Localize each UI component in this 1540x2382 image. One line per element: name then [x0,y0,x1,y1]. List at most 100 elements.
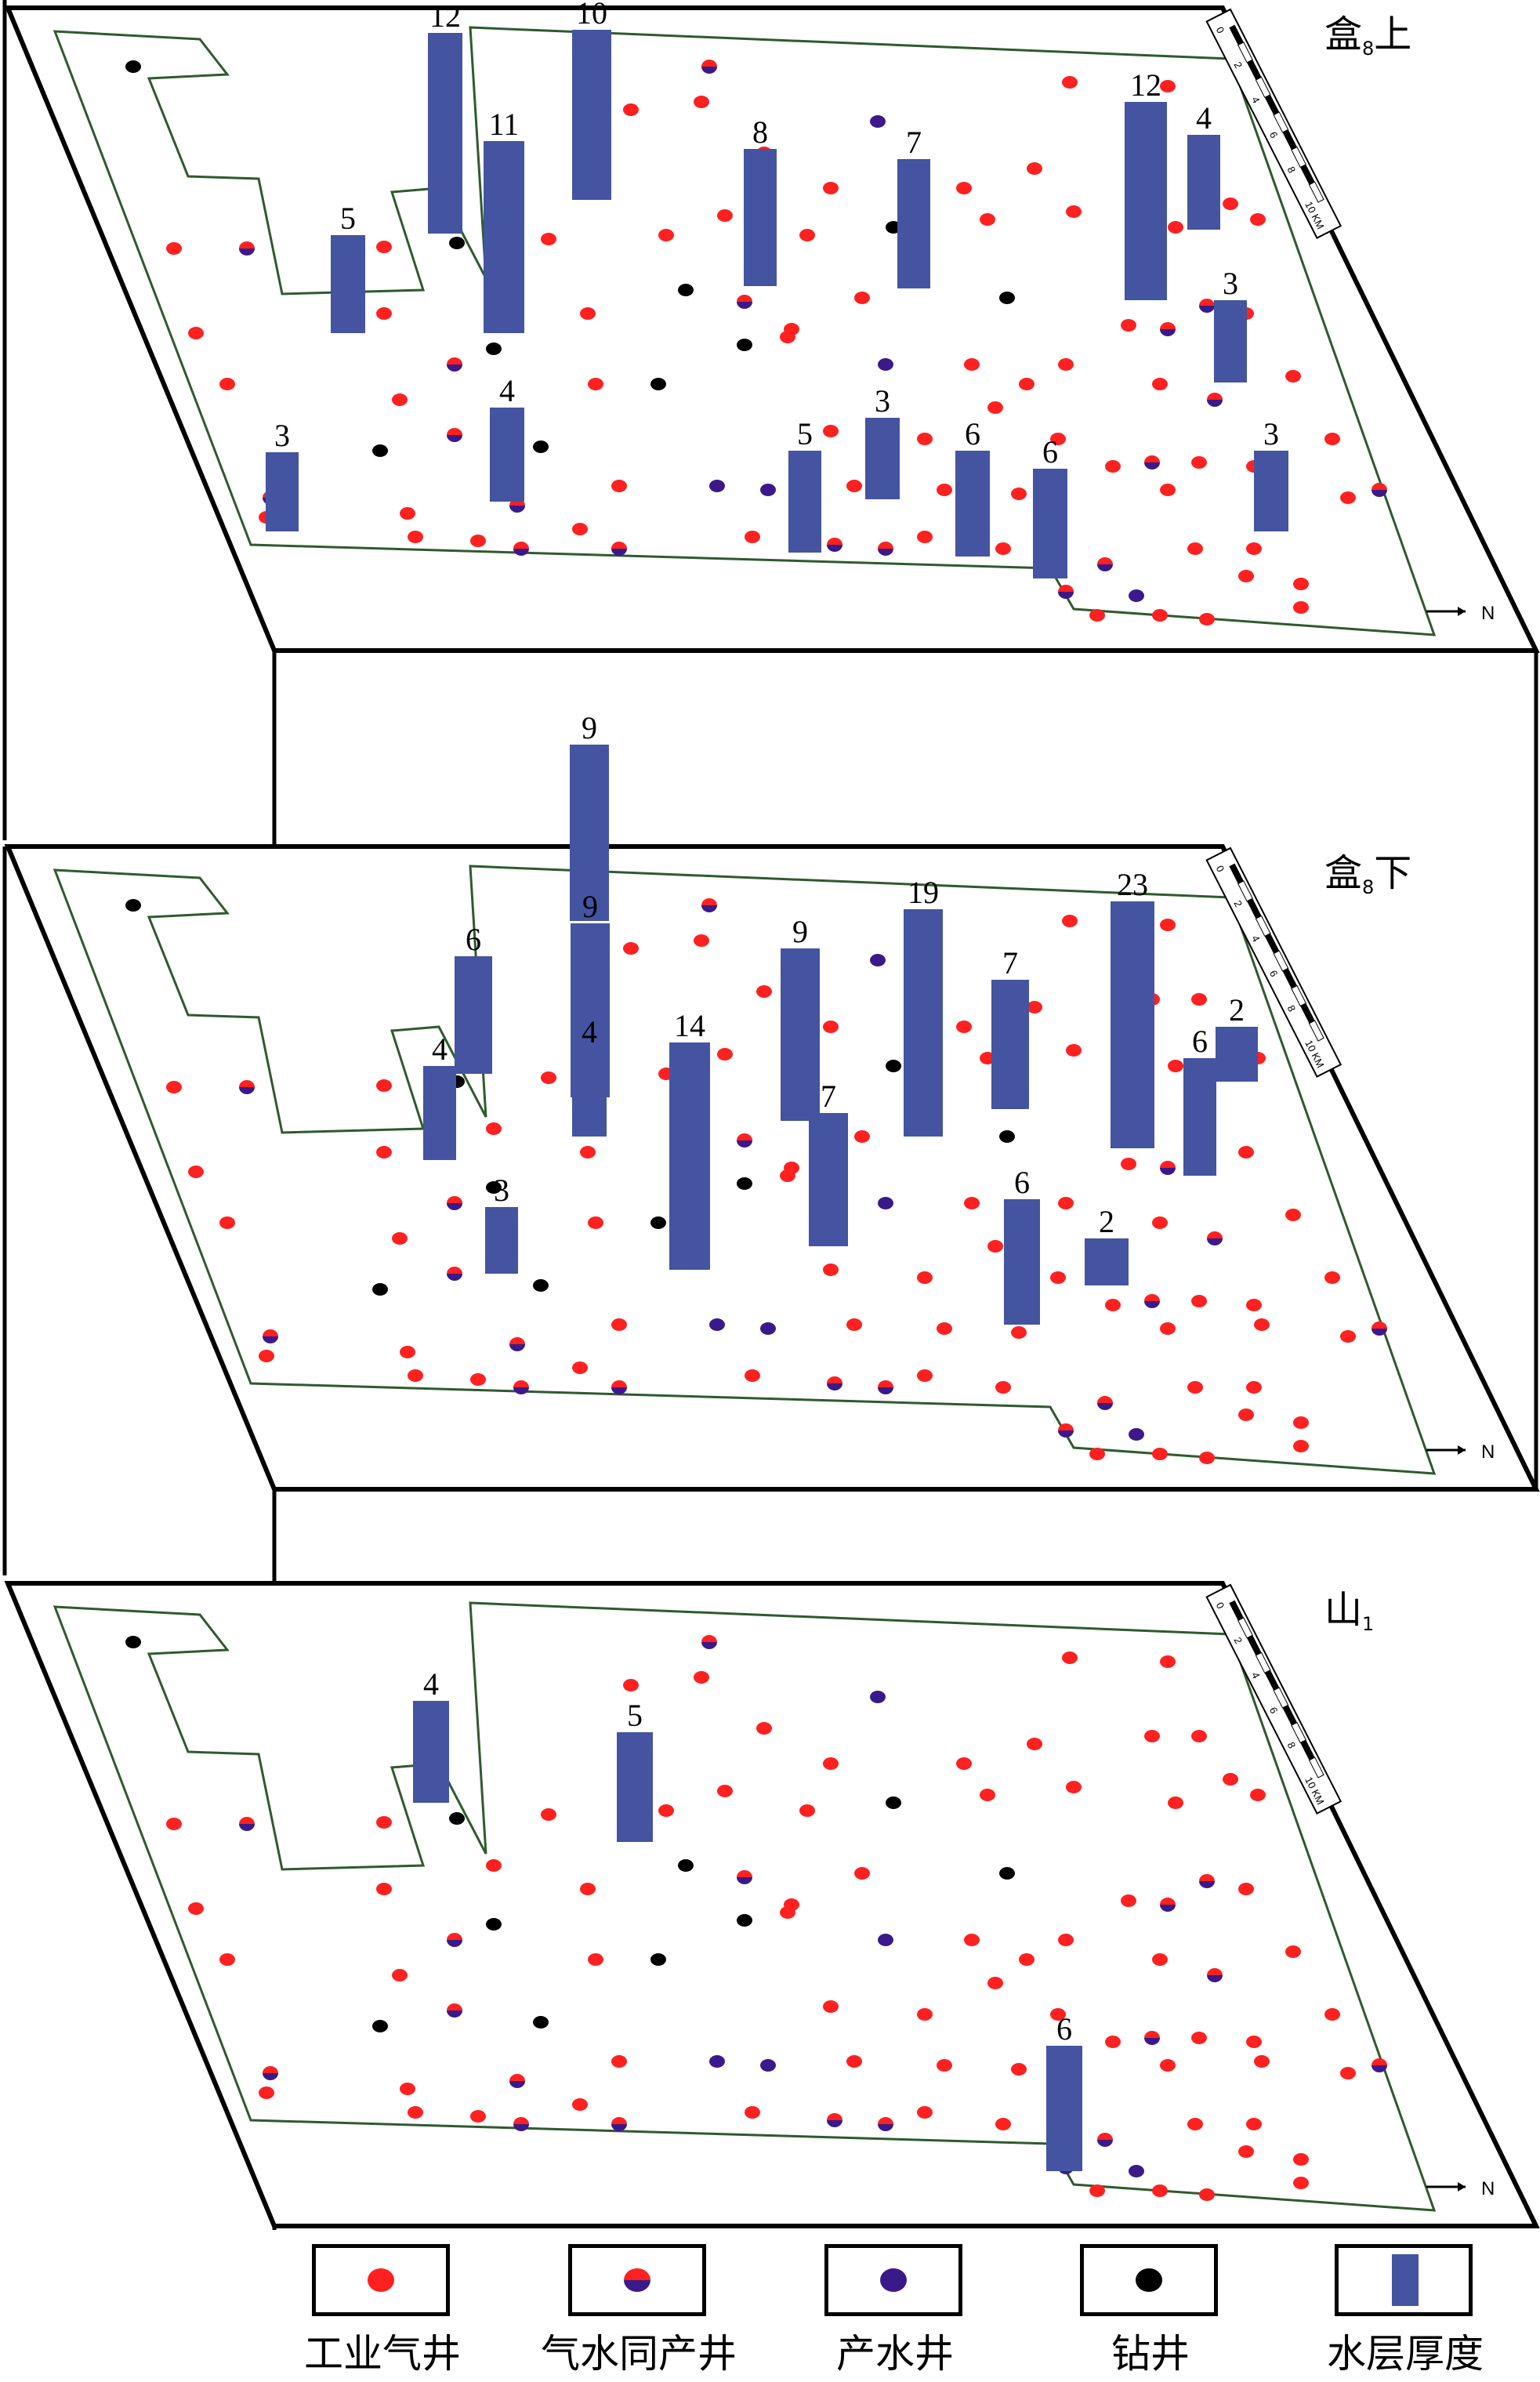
thickness-bar-rect [1187,135,1220,230]
water-thickness-bar: 3 [266,418,299,531]
industrial-gas-well [1160,1322,1176,1335]
water-thickness-bar: 23 [1111,867,1154,1148]
water-thickness-bar: 5 [617,1698,653,1842]
half-red-blue-circle-icon [624,2268,650,2292]
legend-box [824,2244,962,2316]
thickness-bar-rect [1111,901,1154,1148]
block-boundary [53,865,1437,1475]
thickness-bar-rect [1085,1238,1129,1285]
thickness-value-label: 6 [1042,434,1058,470]
industrial-gas-well [823,425,839,437]
industrial-gas-well [623,103,639,116]
industrial-gas-well [470,1373,486,1386]
industrial-gas-well [1066,1781,1082,1793]
water-well [870,954,886,966]
water-thickness-bar: 6 [955,416,990,557]
industrial-gas-well [1160,919,1176,931]
gas-water-well [1160,1161,1176,1175]
water-thickness-bar: 4 [572,1014,607,1137]
water-thickness-bar: 6 [1033,434,1067,578]
industrial-gas-well [1062,915,1078,927]
industrial-gas-well [1293,2153,1309,2166]
industrial-gas-well [1058,1934,1074,1946]
gas-water-well [263,1329,278,1343]
industrial-gas-well [259,1350,274,1362]
industrial-gas-well [1152,378,1168,390]
industrial-gas-well [376,1079,392,1092]
industrial-gas-well [1191,2032,1207,2044]
thickness-bar-rect [865,418,900,499]
industrial-gas-well [486,1122,502,1135]
industrial-gas-well [1121,319,1136,332]
industrial-gas-well [470,2110,486,2123]
gas-water-well [1372,1322,1387,1336]
thickness-bar-rect [455,956,492,1074]
thickness-bar-rect [331,235,365,333]
gas-water-well [447,1196,462,1210]
thickness-value-label: 14 [674,1008,705,1043]
drilling-well [125,899,141,912]
legend-label-industrial: 工业气井 [304,2331,461,2377]
gas-water-well [827,538,842,552]
industrial-gas-well [694,934,709,947]
thickness-bar-rect [485,1207,518,1274]
drilling-well [999,1867,1015,1880]
industrial-gas-well [1293,601,1309,614]
industrial-gas-well [1293,578,1309,590]
industrial-gas-well [1191,993,1207,1006]
industrial-gas-well [400,1346,415,1358]
industrial-gas-well [1340,1330,1356,1343]
industrial-gas-well [1066,205,1082,218]
industrial-gas-well [1160,484,1176,496]
legend-item-water: 产水井 [824,2244,966,2382]
thickness-value-label: 12 [429,0,461,34]
industrial-gas-well [1238,1409,1254,1421]
thickness-value-label: 10 [576,0,607,31]
gas-water-well [239,1080,255,1094]
drilling-well [449,237,465,249]
industrial-gas-well [995,2118,1011,2130]
drilling-well [999,292,1015,304]
water-well [760,1322,776,1335]
industrial-gas-well [392,1232,408,1245]
industrial-gas-well [572,2098,588,2111]
industrial-gas-well [823,1264,839,1276]
drilling-well [886,1796,901,1809]
thickness-value-label: 19 [908,875,939,910]
thickness-value-label: 3 [1223,266,1238,301]
industrial-gas-well [166,1081,182,1093]
thickness-bar-rect [1183,1058,1216,1176]
industrial-gas-well [1238,2145,1254,2158]
industrial-gas-well [541,1808,556,1821]
industrial-gas-well [1238,1146,1254,1158]
gas-water-well [239,1817,255,1831]
industrial-gas-well [987,401,1003,414]
thickness-bar-rect [428,33,462,234]
industrial-gas-well [376,307,392,320]
gas-water-well [701,1635,717,1649]
layer-title: 盒8上 [1324,13,1411,60]
north-arrow-icon: N [1426,2178,1495,2199]
industrial-gas-well [694,1671,709,1684]
industrial-gas-well [1293,2177,1309,2189]
drilling-well [999,1130,1015,1143]
industrial-gas-well [1293,1416,1309,1429]
north-arrow-icon: N [1426,1441,1495,1463]
industrial-gas-well [756,1722,772,1735]
water-thickness-bar: 6 [1183,1024,1216,1176]
thickness-bar-rect [572,30,611,200]
industrial-gas-well [1105,2036,1121,2048]
industrial-gas-well [846,1318,862,1331]
industrial-gas-well [1152,1953,1168,1966]
legend-label-drill: 钻井 [1111,2331,1190,2377]
gas-water-well [509,2074,525,2088]
gas-water-well [513,1380,529,1394]
water-thickness-bar: 2 [1216,992,1258,1082]
thickness-value-label: 2 [1099,1204,1114,1239]
thickness-bar-rect [1004,1199,1040,1325]
water-thickness-bar: 5 [331,201,365,333]
thickness-value-label: 5 [340,201,356,236]
